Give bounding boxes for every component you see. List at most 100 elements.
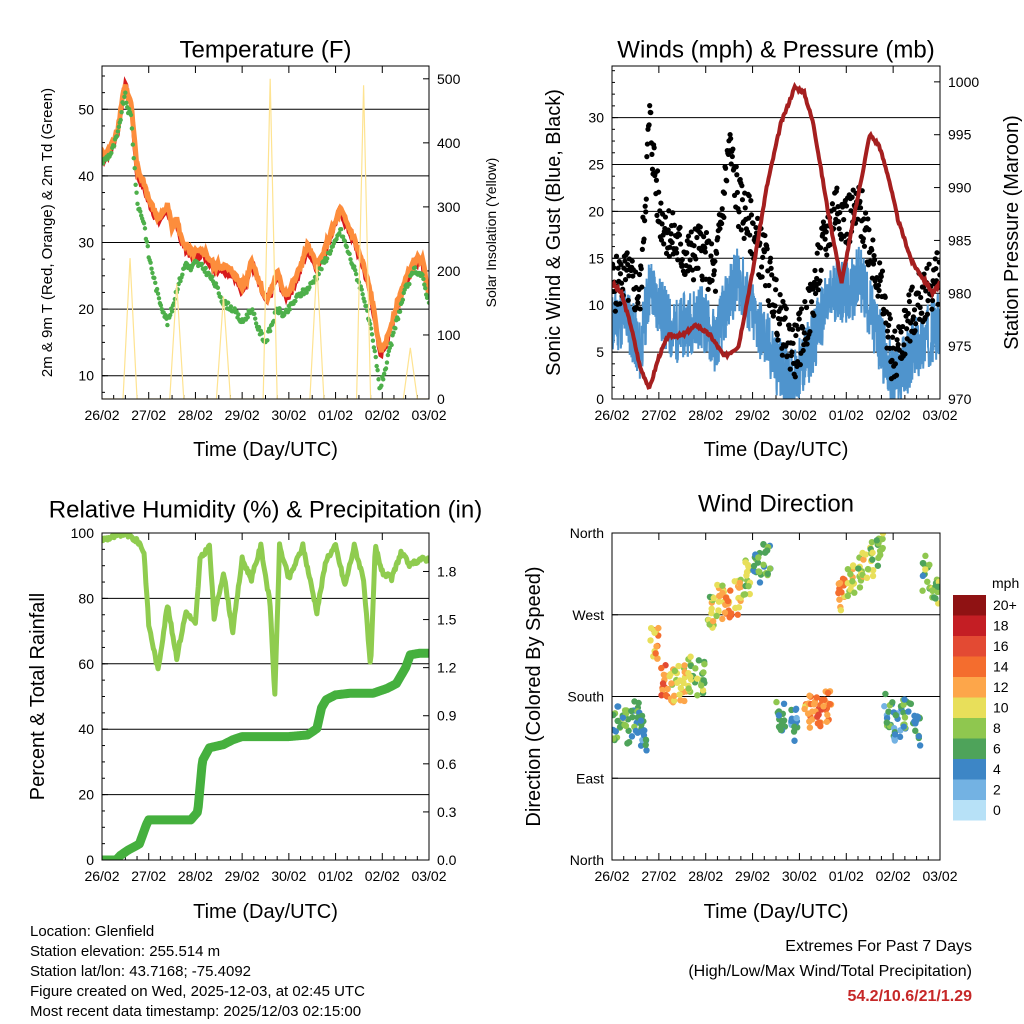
x-tick-label: 03/02	[922, 407, 957, 423]
dewpoint-point	[364, 303, 369, 309]
dewpoint-point	[352, 264, 357, 269]
gust-point	[773, 277, 779, 283]
gust-point	[875, 293, 881, 299]
dewpoint-point	[319, 266, 324, 272]
gust-point	[635, 300, 641, 306]
dewpoint-point	[236, 312, 241, 317]
gust-point	[669, 239, 675, 246]
gust-point	[765, 298, 771, 304]
gust-point	[876, 287, 882, 294]
gust-point	[746, 193, 752, 199]
direction-point	[856, 584, 864, 591]
gust-point	[836, 218, 842, 225]
x-tick-label: 27/02	[641, 868, 676, 884]
dewpoint-point	[124, 100, 129, 105]
chart-title: Temperature (F)	[179, 37, 351, 64]
direction-point	[642, 736, 650, 743]
direction-point	[742, 559, 749, 566]
dewpoint-point	[158, 303, 164, 308]
direction-point	[642, 741, 649, 749]
gust-point	[924, 265, 930, 271]
dewpoint-point	[353, 271, 359, 277]
dewpoint-point	[352, 267, 358, 273]
direction-point	[881, 703, 888, 710]
dewpoint-point	[344, 244, 349, 250]
gust-point	[639, 284, 645, 290]
y-axis-label: Sonic Wind & Gust (Blue, Black)	[543, 89, 565, 376]
direction-point	[808, 716, 816, 723]
gust-point	[653, 177, 660, 183]
gust-point	[639, 246, 645, 252]
gust-point	[712, 258, 718, 264]
gust-point	[910, 314, 916, 320]
x-tick-label: 01/02	[829, 407, 864, 423]
direction-point	[637, 717, 645, 724]
gust-point	[818, 245, 824, 251]
direction-point	[756, 579, 764, 586]
dewpoint-point	[371, 345, 377, 350]
dewpoint-point	[135, 201, 140, 207]
gust-point	[637, 306, 643, 312]
dewpoint-point	[324, 256, 330, 261]
y-tick-label: 20	[78, 787, 94, 803]
gust-point	[823, 246, 829, 252]
y-tick-label: 80	[78, 590, 94, 606]
direction-point	[860, 556, 867, 563]
gust-point	[691, 243, 697, 249]
gust-point	[697, 224, 703, 230]
gust-point	[789, 349, 795, 355]
direction-point	[873, 537, 881, 544]
direction-point	[614, 703, 622, 710]
gust-point	[665, 227, 671, 233]
gust-point	[658, 200, 664, 206]
gust-point	[817, 278, 823, 284]
gust-point	[659, 221, 665, 227]
gust-point	[741, 235, 747, 242]
gust-point	[612, 308, 618, 314]
gust-point	[789, 326, 796, 333]
gust-point	[844, 231, 850, 237]
dewpoint-point	[122, 94, 127, 99]
gust-point	[711, 272, 717, 278]
direction-point	[727, 587, 734, 594]
dewpoint-point	[250, 307, 255, 312]
dewpoint-point	[420, 272, 425, 278]
gust-point	[690, 277, 697, 283]
legend-label: 14	[993, 659, 1009, 675]
y-axis-label: 2m & 9m T (Red, Orange) & 2m Td (Green)	[39, 88, 56, 377]
direction-point	[922, 566, 929, 573]
direction-point	[935, 600, 940, 607]
y2-tick-label: 1.5	[437, 612, 457, 628]
direction-point	[788, 717, 795, 725]
dewpoint-point	[142, 226, 148, 231]
gust-point	[673, 246, 679, 252]
gust-point	[801, 330, 807, 336]
y2-tick-label: 500	[437, 71, 461, 87]
x-axis-label: Time (Day/UTC)	[704, 439, 849, 461]
dewpoint-point	[228, 304, 234, 309]
gust-point	[849, 194, 855, 200]
direction-point	[676, 691, 683, 698]
gust-point	[777, 292, 783, 298]
dewpoint-point	[165, 322, 170, 328]
direction-point	[715, 598, 723, 605]
direction-point	[734, 611, 741, 618]
x-tick-label: 03/02	[411, 407, 446, 423]
gust-point	[920, 284, 927, 290]
y2-tick-label: 1.8	[437, 563, 457, 579]
x-tick-label: 26/02	[84, 407, 119, 423]
direction-point	[697, 682, 705, 689]
direction-point	[658, 664, 665, 672]
gust-point	[807, 328, 813, 335]
extremes-value: 54.2/10.6/21/1.29	[847, 988, 972, 1005]
x-tick-label: 02/02	[876, 407, 911, 423]
gust-point	[769, 272, 775, 278]
gust-point	[871, 257, 878, 263]
direction-point	[710, 594, 717, 602]
gust-point	[802, 298, 808, 305]
x-tick-label: 02/02	[876, 868, 911, 884]
gust-point	[689, 267, 696, 273]
dewpoint-point	[338, 226, 344, 232]
direction-point	[628, 733, 636, 740]
dewpoint-point	[141, 221, 147, 226]
